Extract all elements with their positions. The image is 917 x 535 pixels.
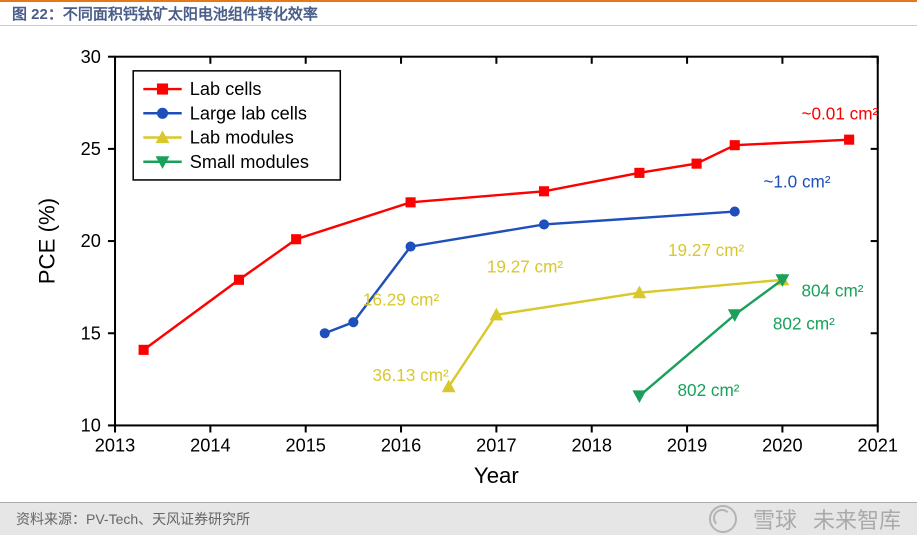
chart-area: 2013 2014 2015 2016 2017 2018 2019 2020 2021 10 15…	[0, 25, 917, 503]
svg-text:802 cm²: 802 cm²	[678, 380, 740, 400]
watermark: 雪球 未来智库	[709, 503, 901, 535]
svg-text:2019: 2019	[667, 436, 707, 456]
svg-text:2021: 2021	[858, 436, 898, 456]
xueqiu-icon	[709, 505, 737, 533]
svg-text:802 cm²: 802 cm²	[773, 314, 835, 334]
svg-text:~1.0 cm²: ~1.0 cm²	[763, 172, 831, 192]
source-text: 资料来源：PV-Tech、天风证券研究所	[16, 509, 250, 529]
svg-text:2014: 2014	[190, 436, 230, 456]
watermark-sub: 未来智库	[813, 503, 901, 535]
svg-text:2017: 2017	[476, 436, 516, 456]
svg-text:2018: 2018	[572, 436, 612, 456]
svg-text:16.29 cm²: 16.29 cm²	[363, 290, 440, 310]
svg-text:2020: 2020	[762, 436, 802, 456]
svg-text:2013: 2013	[95, 436, 135, 456]
svg-text:19.27 cm²: 19.27 cm²	[487, 257, 564, 277]
svg-text:PCE (%): PCE (%)	[34, 198, 59, 284]
svg-text:15: 15	[81, 324, 101, 344]
figure-title: 图 22：不同面积钙钛矿太阳电池组件转化效率	[12, 3, 318, 24]
svg-text:2016: 2016	[381, 436, 421, 456]
svg-text:36.13 cm²: 36.13 cm²	[372, 366, 449, 386]
svg-text:Lab modules: Lab modules	[190, 128, 294, 148]
svg-text:20: 20	[81, 232, 101, 252]
svg-text:10: 10	[81, 416, 101, 436]
svg-text:25: 25	[81, 139, 101, 159]
svg-text:Small modules: Small modules	[190, 152, 309, 172]
svg-text:804 cm²: 804 cm²	[801, 281, 863, 301]
figure-footer: 资料来源：PV-Tech、天风证券研究所 雪球 未来智库	[0, 503, 917, 535]
figure-header: 图 22：不同面积钙钛矿太阳电池组件转化效率	[0, 0, 917, 25]
watermark-label: 雪球	[753, 503, 797, 535]
svg-text:2015: 2015	[285, 436, 325, 456]
svg-text:Large lab cells: Large lab cells	[190, 104, 307, 124]
svg-text:Year: Year	[474, 463, 519, 488]
svg-text:30: 30	[81, 47, 101, 67]
pce-chart: 2013 2014 2015 2016 2017 2018 2019 2020 2021 10 15…	[14, 34, 903, 494]
svg-text:Lab cells: Lab cells	[190, 79, 262, 99]
svg-text:19.27 cm²: 19.27 cm²	[668, 240, 745, 260]
svg-text:~0.01 cm²: ~0.01 cm²	[801, 104, 878, 124]
